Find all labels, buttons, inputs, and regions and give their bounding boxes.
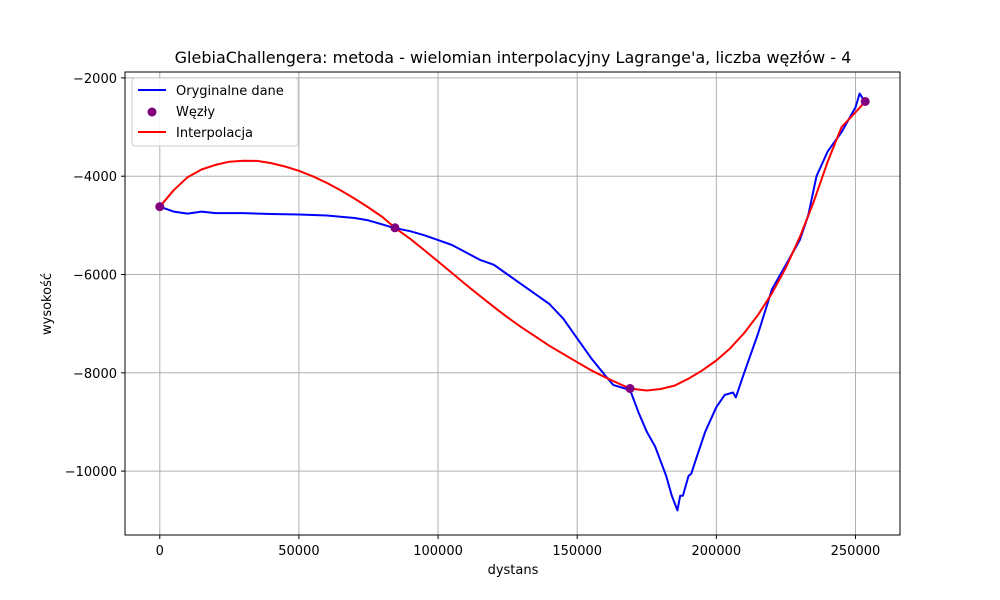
node-point <box>390 223 400 233</box>
x-tick-label: 200000 <box>692 544 742 559</box>
x-tick-label: 50000 <box>278 544 319 559</box>
y-axis-label: wysokość <box>40 273 55 335</box>
grid <box>125 72 900 535</box>
series-line-interpolation <box>158 100 867 392</box>
y-tick-label: −2000 <box>73 72 117 87</box>
y-axis: −2000 −4000 −6000 −8000 −10000 <box>65 72 125 480</box>
legend: Oryginalne dane Węzły Interpolacja <box>131 77 299 147</box>
legend-label-interpolation: Interpolacja <box>176 126 253 141</box>
x-axis-label: dystans <box>488 563 539 578</box>
legend-label-nodes: Węzły <box>176 105 215 120</box>
legend-box <box>131 77 299 147</box>
node-point <box>155 202 165 212</box>
chart-title: GlebiaChallengera: metoda - wielomian in… <box>175 48 852 67</box>
x-tick-label: 100000 <box>413 544 463 559</box>
legend-swatch-nodes <box>147 107 157 117</box>
y-tick-label: −8000 <box>73 367 117 382</box>
y-tick-label: −4000 <box>73 170 117 185</box>
x-tick-label: 0 <box>156 544 164 559</box>
legend-label-original: Oryginalne dane <box>176 84 284 99</box>
series-layer <box>155 92 870 512</box>
x-axis: 0 50000 100000 150000 200000 250000 <box>156 535 881 559</box>
node-point <box>860 96 870 106</box>
x-tick-label: 150000 <box>552 544 602 559</box>
y-tick-label: −6000 <box>73 269 117 284</box>
plot-frame <box>124 71 901 536</box>
node-point <box>625 384 635 394</box>
y-tick-label: −10000 <box>65 465 117 480</box>
x-tick-label: 250000 <box>831 544 881 559</box>
